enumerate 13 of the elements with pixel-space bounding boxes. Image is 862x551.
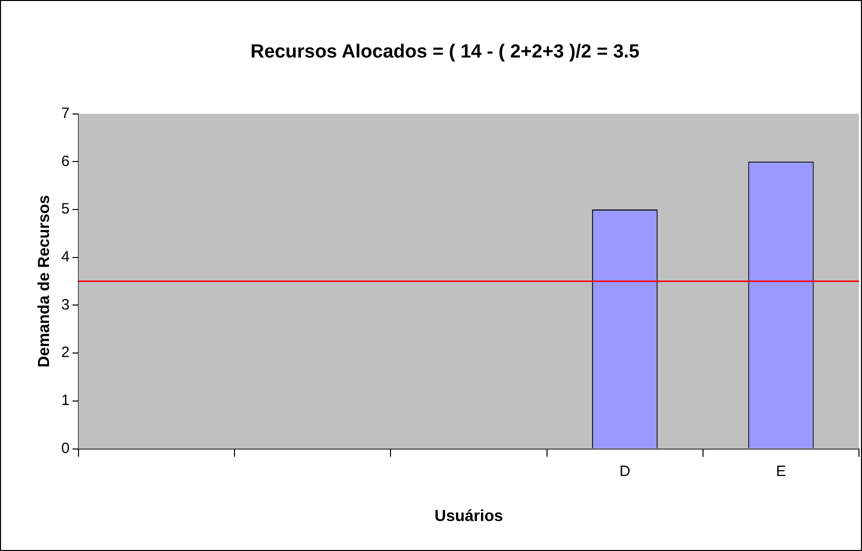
y-tick-label: 4 <box>61 248 70 266</box>
y-tick-label: 2 <box>61 344 70 362</box>
y-tick-label: 0 <box>61 440 70 457</box>
y-tick-label: 7 <box>61 104 70 122</box>
chart-title: Recursos Alocados = ( 14 - ( 2+2+3 )/2 = 3.5 <box>250 42 640 63</box>
y-tick-label: 5 <box>61 200 70 218</box>
x-axis-title: Usuários <box>434 508 504 525</box>
y-axis-title: Demanda de Recursos <box>36 194 54 368</box>
y-tick-label: 6 <box>61 152 70 170</box>
y-tick-label: 1 <box>61 392 70 410</box>
y-tick-label: 3 <box>61 296 70 314</box>
x-tick-label: D <box>619 462 630 480</box>
x-tick-label: E <box>776 462 786 480</box>
